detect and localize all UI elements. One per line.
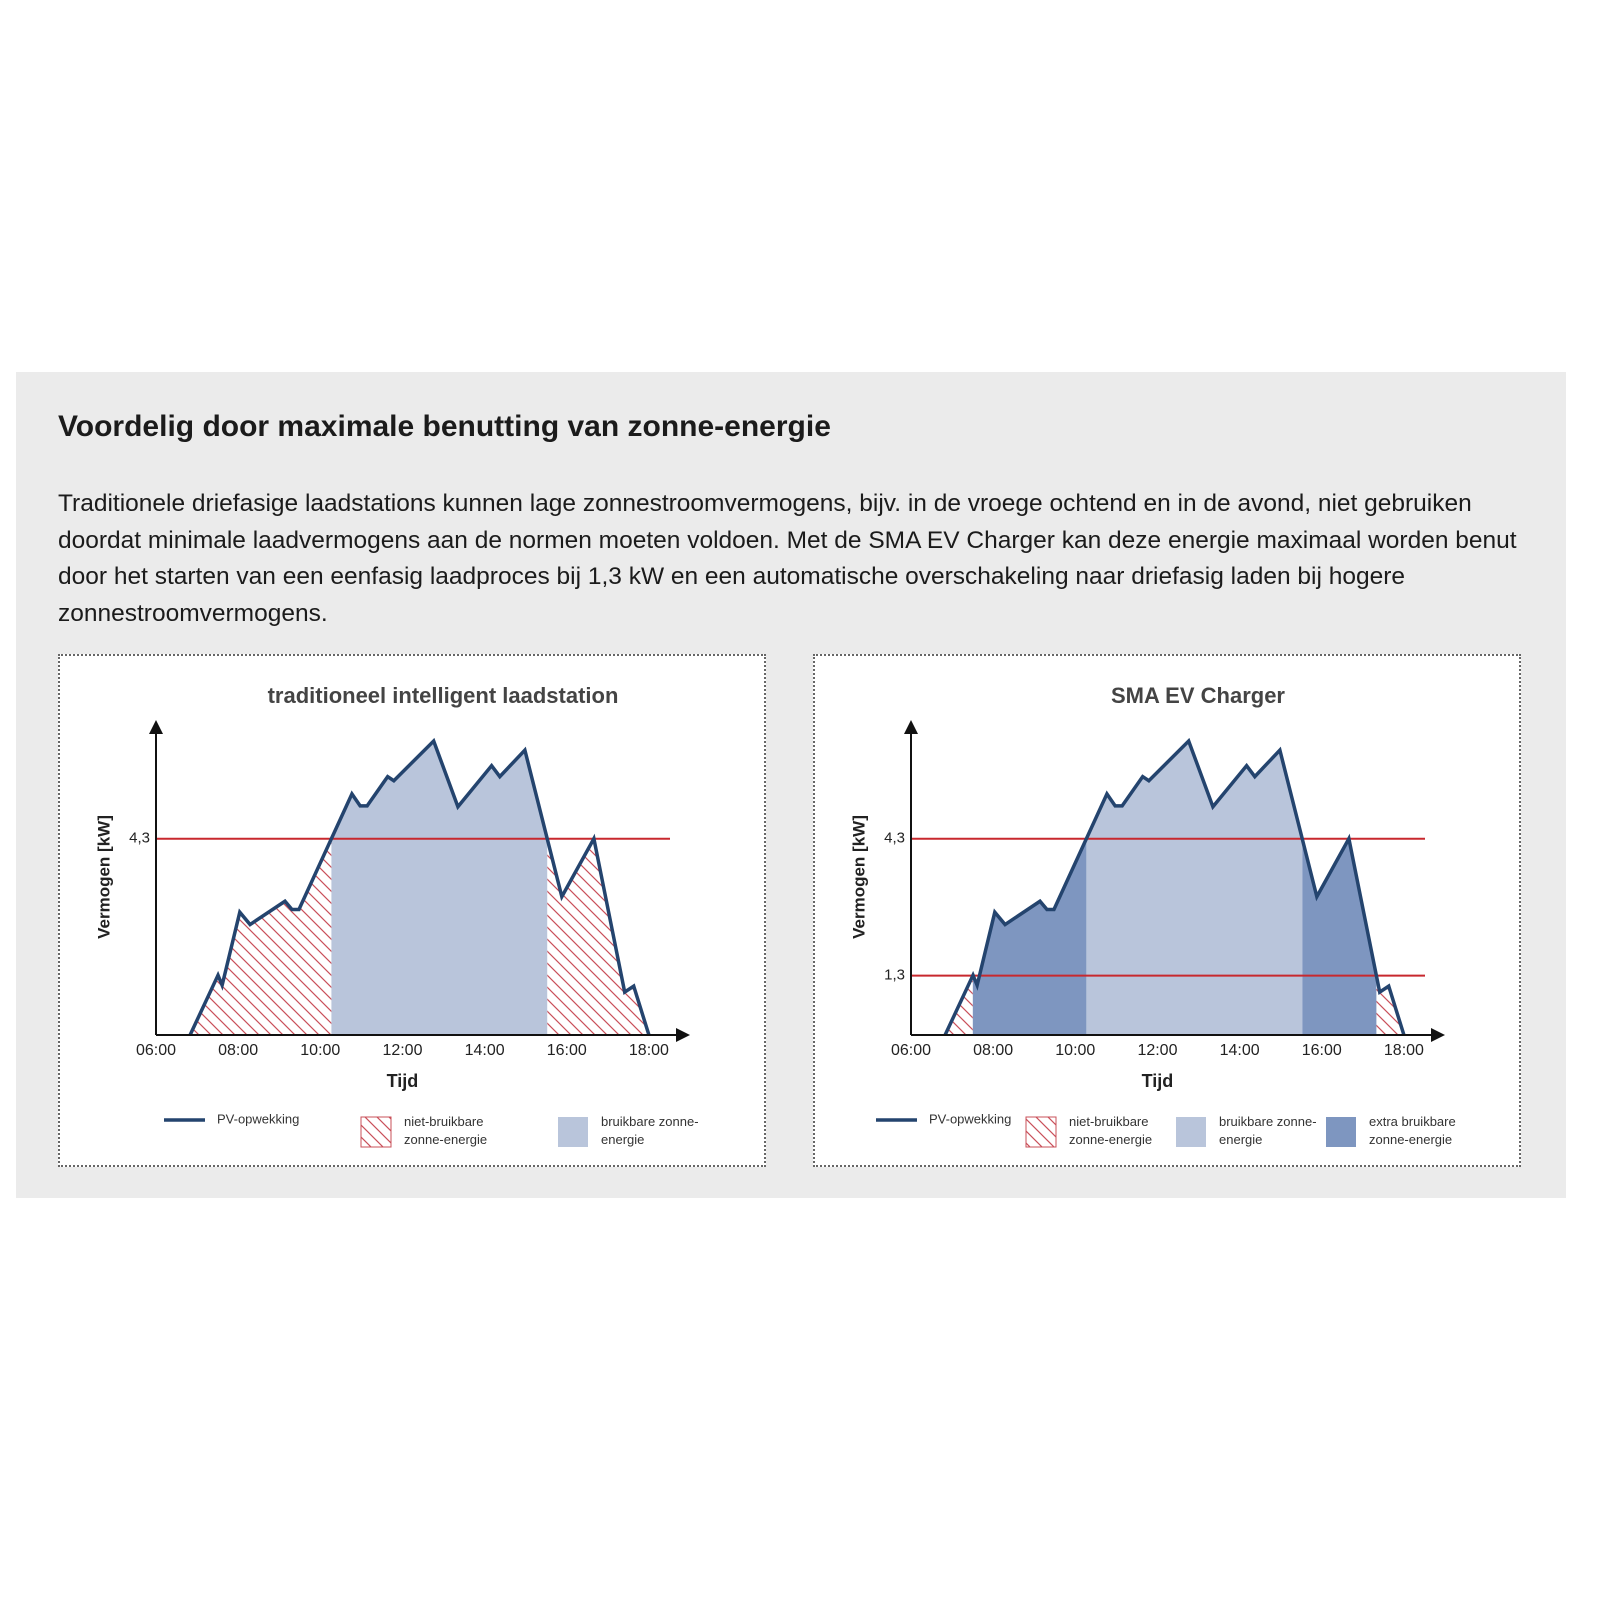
legend-item: extra bruikbare zonne-energie: [1369, 1114, 1456, 1147]
legend-swatch: [1326, 1117, 1356, 1147]
x-tick-label: 16:00: [1302, 1042, 1342, 1059]
x-tick-label: 08:00: [973, 1042, 1013, 1059]
y-axis-label: Vermogen [kW]: [849, 815, 868, 939]
x-tick-label: 12:00: [1137, 1042, 1177, 1059]
legend-label: niet-bruikbare zonne-energie: [1069, 1114, 1153, 1147]
legend-label: extra bruikbare zonne-energie: [1369, 1114, 1456, 1147]
x-tick-label: 12:00: [382, 1042, 422, 1059]
x-tick-label: 10:00: [300, 1042, 340, 1059]
y-axis-label: Vermogen [kW]: [94, 815, 113, 939]
x-tick-label: 06:00: [136, 1042, 176, 1059]
x-tick-label: 16:00: [547, 1042, 587, 1059]
area-region: [1086, 741, 1303, 1035]
y-tick-label: 4,3: [129, 830, 150, 847]
legend-swatch: [1025, 1116, 1057, 1148]
legend-label: bruikbare zonne-energie: [1219, 1114, 1317, 1147]
chart-box: traditioneel intelligent laadstation Tijd…: [58, 654, 766, 1167]
area-region: [331, 741, 548, 1035]
pv-line: [188, 737, 651, 1036]
y-tick-label: 1,3: [884, 967, 905, 984]
y-axis-arrow: [904, 720, 918, 734]
legend-item: niet-bruikbare zonne-energie: [1069, 1114, 1153, 1147]
legend-label: PV-opwekking: [929, 1111, 1011, 1126]
chart: SMA EV Charger Tijd Vermogen [kW] 1,3 4,3 06:…: [849, 683, 1456, 1148]
y-tick-label: 4,3: [884, 830, 905, 847]
legend-label: bruikbare zonne-energie: [601, 1114, 699, 1147]
y-axis-arrow: [149, 720, 163, 734]
legend-item: bruikbare zonne-energie: [1219, 1114, 1317, 1147]
x-tick-label: 06:00: [891, 1042, 931, 1059]
x-tick-label: 08:00: [218, 1042, 258, 1059]
x-tick-label: 18:00: [629, 1042, 669, 1059]
pv-line: [943, 737, 1406, 1036]
x-tick-label: 14:00: [1220, 1042, 1260, 1059]
x-axis-label: Tijd: [1142, 1071, 1174, 1091]
legend-swatch: [558, 1117, 588, 1147]
legend-item: bruikbare zonne-energie: [601, 1114, 699, 1147]
x-tick-label: 10:00: [1055, 1042, 1095, 1059]
chart: traditioneel intelligent laadstation Tijd…: [94, 683, 699, 1148]
heading: Voordelig door maximale benutting van zo…: [58, 410, 831, 443]
chart-title: traditioneel intelligent laadstation: [268, 683, 619, 708]
legend-label: PV-opwekking: [217, 1111, 299, 1126]
legend-label: niet-bruikbare zonne-energie: [404, 1114, 488, 1147]
chart-box: SMA EV Charger Tijd Vermogen [kW] 1,3 4,3 06:…: [813, 654, 1521, 1167]
x-axis-label: Tijd: [387, 1071, 419, 1091]
legend-swatch: [1176, 1117, 1206, 1147]
legend-item: niet-bruikbare zonne-energie: [404, 1114, 488, 1147]
x-tick-label: 18:00: [1384, 1042, 1424, 1059]
x-axis-arrow: [676, 1028, 690, 1042]
x-tick-label: 14:00: [465, 1042, 505, 1059]
x-axis-arrow: [1431, 1028, 1445, 1042]
body-text: Traditionele driefasige laadstations kun…: [58, 490, 1517, 627]
legend-swatch: [360, 1116, 392, 1148]
chart-title: SMA EV Charger: [1111, 683, 1285, 708]
